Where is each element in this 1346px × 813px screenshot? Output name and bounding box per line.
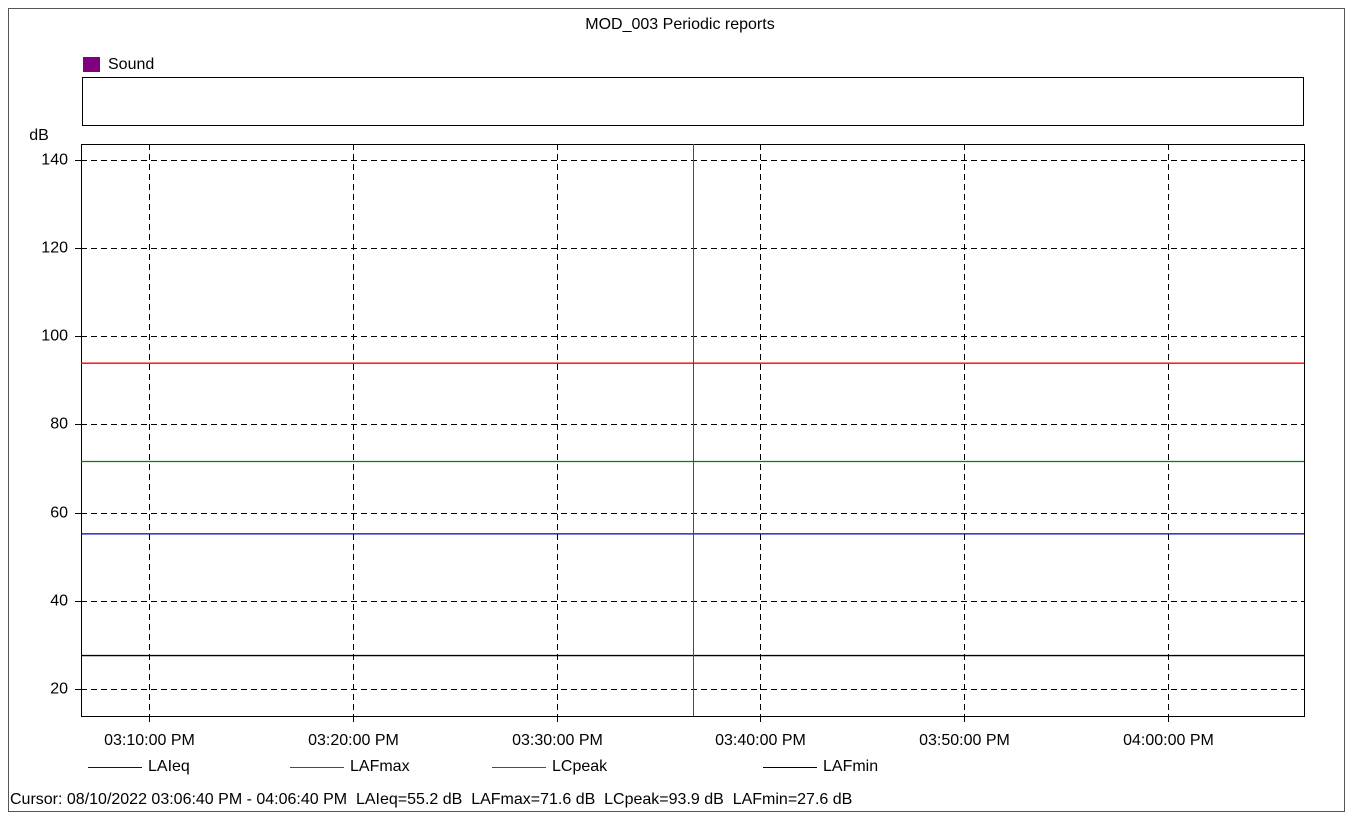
legend-label: LAIeq xyxy=(148,758,190,775)
x-tick-label: 03:40:00 PM xyxy=(715,732,806,749)
group-legend-swatch xyxy=(83,57,100,72)
x-tick-label: 03:50:00 PM xyxy=(919,732,1010,749)
y-tick-label: 100 xyxy=(41,328,68,345)
y-tick-label: 40 xyxy=(50,593,68,610)
y-tick-label: 20 xyxy=(50,681,68,698)
legend-label: LCpeak xyxy=(552,758,608,775)
y-tick-label: 80 xyxy=(50,416,68,433)
x-tick-label: 03:30:00 PM xyxy=(512,732,603,749)
frame xyxy=(8,8,1345,812)
y-tick-label: 120 xyxy=(41,240,68,257)
y-axis-label: dB xyxy=(29,127,49,144)
legend-label: LAFmax xyxy=(350,758,410,775)
y-tick-label: 60 xyxy=(50,505,68,522)
group-box xyxy=(82,77,1304,126)
status-text: Cursor: 08/10/2022 03:06:40 PM - 04:06:4… xyxy=(10,791,852,808)
legend-label: LAFmin xyxy=(823,758,878,775)
x-tick-label: 04:00:00 PM xyxy=(1123,732,1214,749)
x-tick-label: 03:20:00 PM xyxy=(308,732,399,749)
chart-title: MOD_003 Periodic reports xyxy=(585,16,774,33)
y-tick-label: 140 xyxy=(41,152,68,169)
group-legend-label: Sound xyxy=(108,56,154,73)
x-tick-label: 03:10:00 PM xyxy=(104,732,195,749)
